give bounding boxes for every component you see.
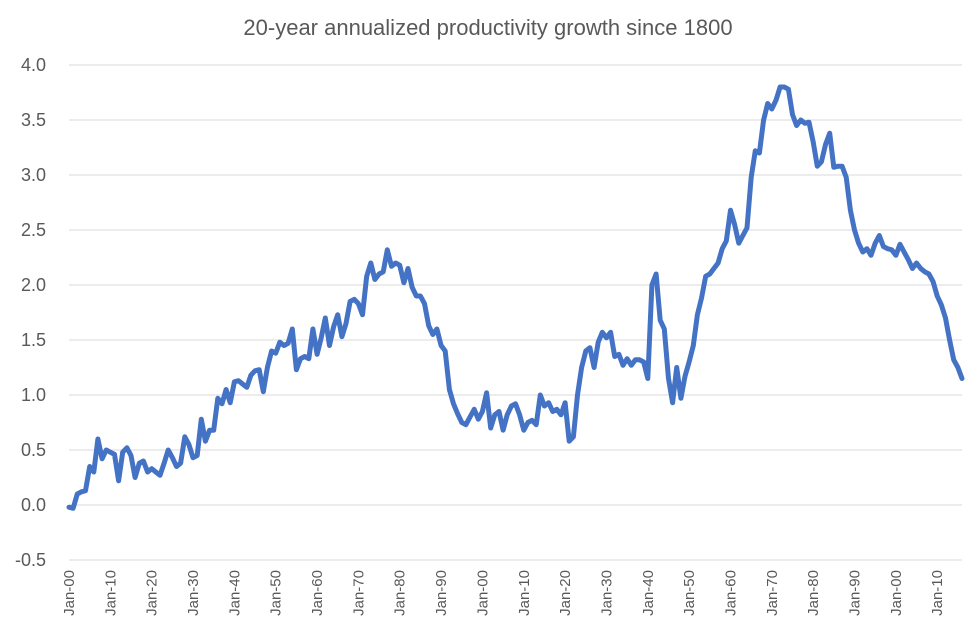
y-tick-label: 3.5 (21, 110, 46, 130)
x-tick-label: Jan-60 (722, 570, 739, 616)
x-axis: Jan-00 Jan-10 Jan-20 Jan-30 Jan-40 Jan-50 Jan-… (61, 570, 946, 616)
y-tick-label: 3.0 (21, 165, 46, 185)
y-tick-label: 1.5 (21, 330, 46, 350)
x-tick-label: Jan-50 (268, 570, 285, 616)
x-tick-label: Jan-40 (640, 570, 657, 616)
x-tick-label: Jan-00 (888, 570, 905, 616)
y-tick-label: 1.0 (21, 385, 46, 405)
x-tick-label: Jan-70 (764, 570, 781, 616)
x-tick-label: Jan-10 (929, 570, 946, 616)
x-tick-label: Jan-20 (557, 570, 574, 616)
x-tick-label: Jan-00 (474, 570, 491, 616)
x-tick-label: Jan-30 (185, 570, 202, 616)
x-tick-label: Jan-90 (433, 570, 450, 616)
y-tick-label: 2.5 (21, 220, 46, 240)
x-tick-label: Jan-20 (144, 570, 161, 616)
x-tick-label: Jan-70 (350, 570, 367, 616)
y-axis: -0.5 0.0 0.5 1.0 1.5 2.0 2.5 3.0 3.5 4.0 (15, 55, 46, 570)
x-tick-label: Jan-10 (516, 570, 533, 616)
x-tick-label: Jan-80 (805, 570, 822, 616)
x-tick-label: Jan-50 (681, 570, 698, 616)
x-tick-label: Jan-80 (392, 570, 409, 616)
gridlines (69, 64, 962, 561)
y-tick-label: 4.0 (21, 55, 46, 75)
x-tick-label: Jan-30 (598, 570, 615, 616)
x-tick-label: Jan-40 (226, 570, 243, 616)
y-tick-label: 0.5 (21, 440, 46, 460)
chart-title: 20-year annualized productivity growth s… (243, 15, 732, 40)
series-layer (66, 84, 965, 511)
y-tick-label: 2.0 (21, 275, 46, 295)
y-tick-label: 0.0 (21, 495, 46, 515)
series-line (66, 84, 965, 511)
x-tick-label: Jan-00 (61, 570, 78, 616)
y-tick-label: -0.5 (15, 550, 46, 570)
x-tick-label: Jan-60 (309, 570, 326, 616)
x-tick-label: Jan-10 (102, 570, 119, 616)
x-tick-label: Jan-90 (847, 570, 864, 616)
